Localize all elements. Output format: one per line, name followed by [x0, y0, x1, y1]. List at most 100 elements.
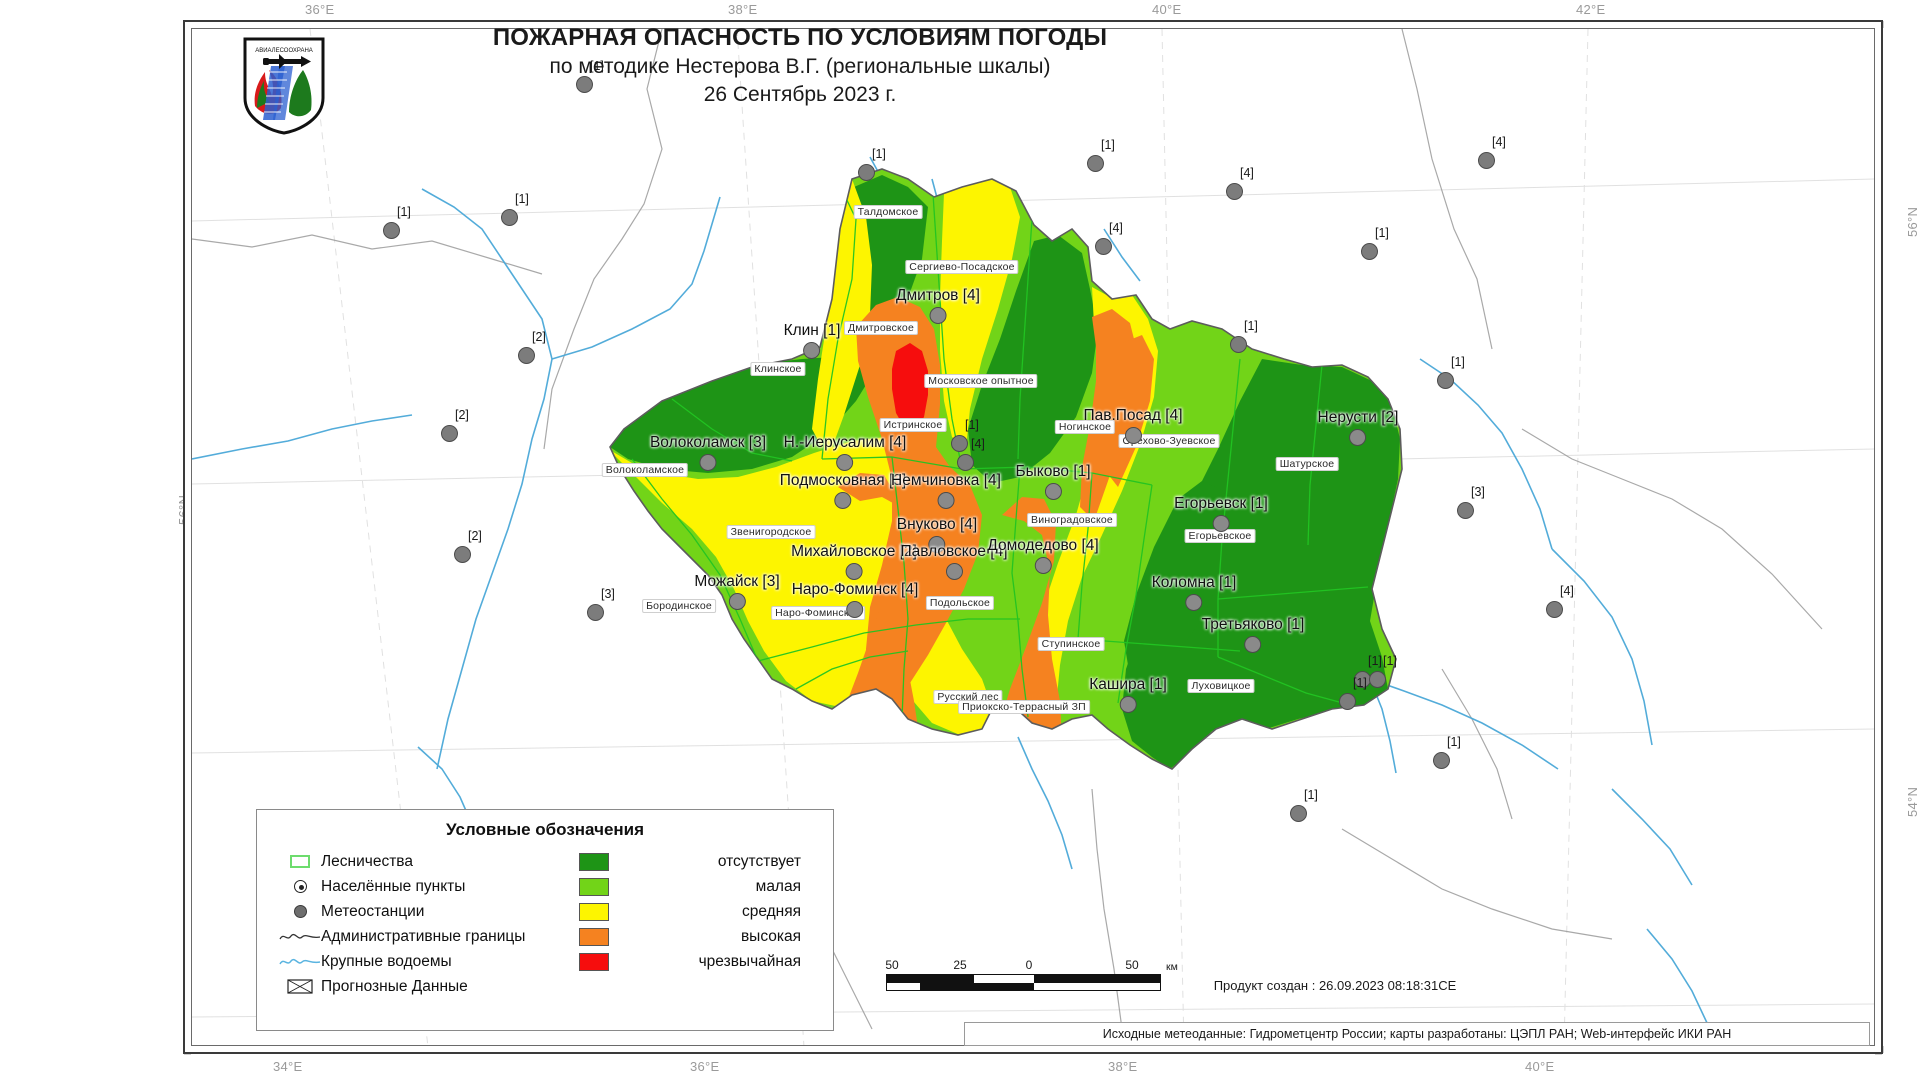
forestry-label: Наро-Фоминское	[771, 606, 865, 620]
weather-station-class-label: [4]	[1109, 221, 1123, 235]
city-name: Егорьевск [1]	[1174, 495, 1268, 512]
forestry-label: Дмитровское	[844, 321, 918, 335]
legend-class-label-medium: средняя	[741, 902, 801, 920]
neighbour-admin-boundaries	[192, 29, 1823, 1030]
weather-station-marker	[1230, 336, 1247, 353]
city-name: Домодедово [4]	[987, 537, 1099, 554]
weather-station-marker	[1361, 243, 1378, 260]
axis-label-right-1: 54°N	[1905, 786, 1920, 817]
legend-class-none: отсутствует	[579, 849, 819, 874]
axis-label-bottom-1: 36°E	[690, 1059, 720, 1074]
fire-class-extreme	[892, 343, 928, 429]
axis-label-right-0: 56°N	[1905, 206, 1920, 237]
weather-station-marker	[1433, 752, 1450, 769]
forestry-label: Ступинское	[1037, 637, 1105, 651]
settlement-marker-icon	[929, 307, 947, 324]
settlement-marker-icon	[846, 601, 864, 618]
settlement-marker-icon	[803, 342, 821, 359]
forestry-label: Приокско-Террасный ЗП	[958, 700, 1090, 714]
city-name: Подмосковная [3]	[779, 472, 907, 489]
legend-class-high: высокая	[579, 924, 819, 949]
weather-station-marker	[951, 435, 968, 452]
legend-class-extreme: чрезвычайная	[579, 949, 819, 974]
weather-station-class-label: [4]	[1492, 135, 1506, 149]
weather-station-class-label: [1]	[1368, 654, 1382, 668]
weather-station-marker	[501, 209, 518, 226]
weather-station-class-label: [1]	[1383, 654, 1397, 668]
settlement-marker-icon	[1212, 515, 1230, 532]
weather-station-class-label: [4]	[1560, 584, 1574, 598]
weather-station-marker	[1369, 671, 1386, 688]
settlement-marker-icon	[1349, 429, 1367, 446]
city-name: Н.-Иерусалим [4]	[783, 434, 907, 451]
axis-label-top-2: 40°E	[1152, 2, 1182, 17]
scalebar-tick-2: 0	[1025, 958, 1033, 972]
scalebar-tick-3: 50	[1125, 958, 1139, 972]
axis-label-bottom-2: 38°E	[1108, 1059, 1138, 1074]
forestry-label: Ногинское	[1054, 420, 1116, 434]
weather-station-marker	[957, 454, 974, 471]
city-label: Пав.Посад [4]	[1083, 407, 1183, 444]
legend-class-label-none: отсутствует	[717, 852, 801, 870]
weather-station-class-label: [3]	[1471, 485, 1485, 499]
forestry-label: Клинское	[750, 362, 806, 376]
axis-label-bottom-3: 40°E	[1525, 1059, 1555, 1074]
weather-station-marker	[1087, 155, 1104, 172]
forestry-label: Бородинское	[642, 599, 716, 613]
map-scalebar: 50 25 0 50 км	[885, 958, 1186, 991]
city-label: Подмосковная [3]	[779, 472, 907, 509]
forestry-label: Орехово-Зуевское	[1118, 434, 1220, 448]
city-name: Михайловское [2]	[791, 543, 917, 560]
settlement-marker-icon	[1034, 557, 1052, 574]
scalebar-unit: км	[1166, 961, 1178, 973]
weather-station-marker	[1339, 693, 1356, 710]
weather-station-marker	[1457, 502, 1474, 519]
settlement-marker-icon	[945, 563, 963, 580]
legend-class-label-high: высокая	[740, 927, 801, 945]
data-sources-bar: Исходные метеоданные: Гидрометцентр Росс…	[964, 1022, 1870, 1046]
legend-class-label-extreme: чрезвычайная	[698, 952, 801, 970]
weather-station-icon	[279, 905, 321, 918]
forestry-label: Волоколамское	[601, 463, 689, 477]
legend-row-settlements: Населённые пункты	[279, 874, 569, 899]
scalebar-tick-0: 50	[885, 958, 899, 972]
weather-station-marker	[587, 604, 604, 621]
forestry-label: Истринское	[879, 418, 947, 432]
axis-label-top-0: 36°E	[305, 2, 335, 17]
swatch-none-icon	[579, 852, 641, 871]
weather-station-marker	[441, 425, 458, 442]
weather-station-class-label: [1]	[590, 59, 604, 73]
weather-station-class-label: [1]	[1451, 355, 1465, 369]
city-label: Быково [1]	[1015, 463, 1091, 500]
city-label: Коломна [1]	[1152, 574, 1236, 611]
city-name: Наро-Фоминск [4]	[791, 581, 919, 598]
city-name: Быково [1]	[1015, 463, 1091, 480]
settlement-marker-icon	[1185, 594, 1203, 611]
legend-class-low: малая	[579, 874, 819, 899]
weather-station-marker	[1478, 152, 1495, 169]
settlement-circle-icon	[279, 880, 321, 893]
weather-station-marker	[1290, 805, 1307, 822]
city-name: Пав.Посад [4]	[1083, 407, 1183, 424]
legend-label-admin: Административные границы	[321, 927, 526, 945]
forecast-data-icon	[279, 979, 321, 994]
forestry-label: Московское опытное	[924, 374, 1038, 388]
weather-station-class-label: [2]	[468, 529, 482, 543]
settlement-marker-icon	[1244, 636, 1262, 653]
avialesookhrana-logo-icon: АВИАЛЕСООХРАНА	[241, 36, 327, 136]
settlement-marker-icon	[728, 593, 746, 610]
forestry-label: Талдомское	[853, 205, 923, 219]
weather-station-marker	[858, 164, 875, 181]
weather-station-marker	[1546, 601, 1563, 618]
weather-station-marker	[1437, 372, 1454, 389]
scalebar-tick-1: 25	[953, 958, 967, 972]
forestry-square-icon	[279, 855, 321, 868]
city-label: Павловское [4]	[900, 543, 1008, 580]
weather-station-class-label: [1]	[1447, 735, 1461, 749]
legend-label-water: Крупные водоемы	[321, 952, 452, 970]
swatch-medium-icon	[579, 902, 641, 921]
settlement-marker-icon	[836, 454, 854, 471]
weather-station-class-label: [4]	[971, 437, 985, 451]
weather-station-class-label: [2]	[532, 330, 546, 344]
city-label: Егорьевск [1]	[1174, 495, 1268, 532]
